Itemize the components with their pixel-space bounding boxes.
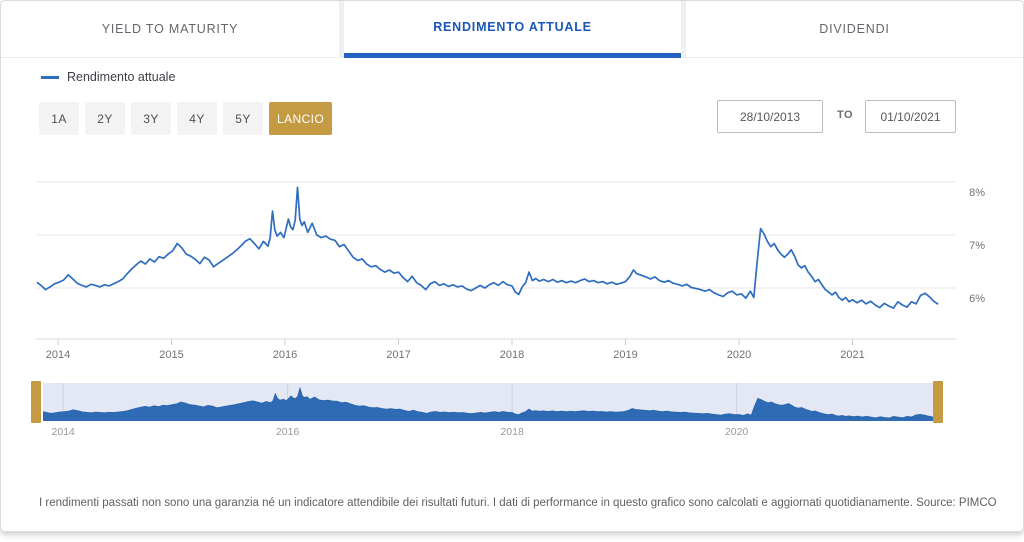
navigator-left-handle[interactable] — [31, 381, 41, 423]
range-button-lancio[interactable]: LANCIO — [269, 102, 333, 135]
svg-text:2018: 2018 — [500, 349, 524, 361]
svg-text:2016: 2016 — [276, 426, 300, 438]
svg-text:2018: 2018 — [500, 426, 524, 438]
yield-line-chart: 6% 7% 8% 2014 2015 2016 2017 2018 2019 2020 2021 — [36, 181, 985, 361]
range-button-2y[interactable]: 2Y — [85, 102, 125, 135]
range-button-1a[interactable]: 1A — [39, 102, 79, 135]
date-from-input[interactable] — [717, 100, 823, 133]
tab-dividendi[interactable]: DIVIDENDI — [686, 1, 1023, 58]
legend-label: Rendimento attuale — [67, 70, 176, 84]
date-to-input[interactable] — [865, 100, 956, 133]
legend-line-swatch — [41, 75, 59, 79]
disclaimer-text: I rendimenti passati non sono una garanz… — [39, 497, 997, 509]
tab-bar: YIELD TO MATURITY RENDIMENTO ATTUALE DIV… — [1, 1, 1023, 58]
svg-text:2017: 2017 — [386, 349, 410, 361]
svg-text:2016: 2016 — [273, 349, 297, 361]
svg-text:2015: 2015 — [159, 349, 183, 361]
date-range-to-label: TO — [836, 109, 854, 121]
range-button-4y[interactable]: 4Y — [177, 102, 217, 135]
svg-text:2021: 2021 — [840, 349, 864, 361]
navigator-right-handle[interactable] — [933, 381, 943, 423]
svg-text:2020: 2020 — [727, 349, 751, 361]
svg-text:2020: 2020 — [725, 426, 749, 438]
svg-text:6%: 6% — [969, 293, 985, 305]
chart-navigator[interactable]: 2014 2016 2018 2020 — [29, 377, 945, 443]
range-button-3y[interactable]: 3Y — [131, 102, 171, 135]
chart-legend: Rendimento attuale — [41, 69, 175, 85]
range-button-row: 1A 2Y 3Y 4Y 5Y LANCIO — [39, 102, 333, 135]
tab-yield-to-maturity[interactable]: YIELD TO MATURITY — [1, 1, 339, 58]
tab-rendimento-attuale[interactable]: RENDIMENTO ATTUALE — [344, 1, 681, 58]
range-button-5y[interactable]: 5Y — [223, 102, 263, 135]
svg-text:2014: 2014 — [52, 426, 76, 438]
svg-text:7%: 7% — [969, 240, 985, 252]
svg-text:2019: 2019 — [613, 349, 637, 361]
svg-text:8%: 8% — [969, 187, 985, 199]
svg-text:2014: 2014 — [46, 349, 70, 361]
